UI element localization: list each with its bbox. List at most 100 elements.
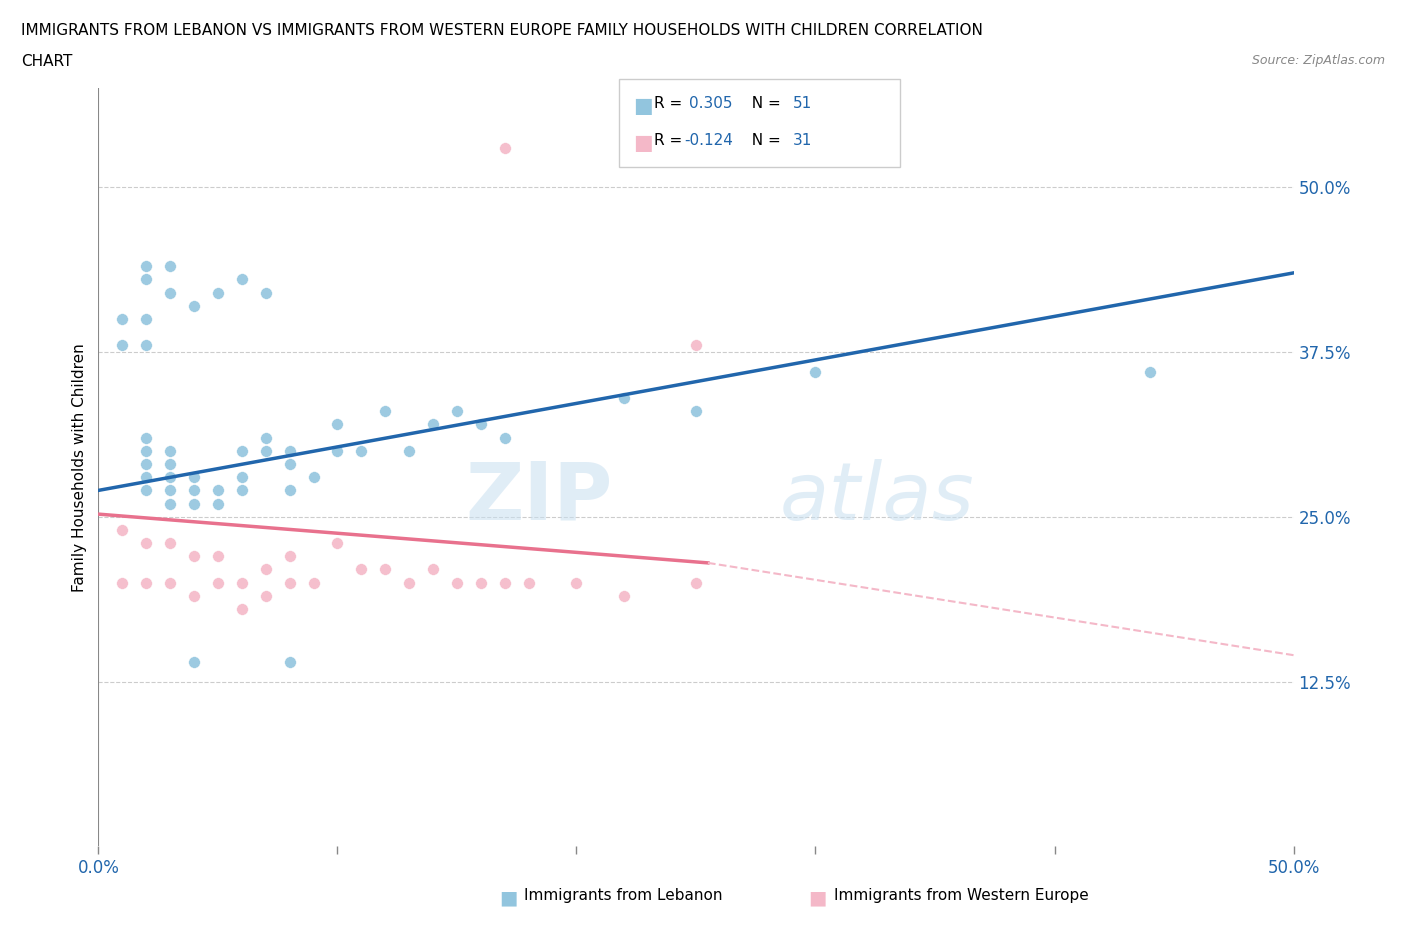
Point: [135, 338, 157, 352]
Point: [231, 576, 253, 591]
Text: 0.305: 0.305: [689, 96, 733, 111]
Point: [159, 444, 181, 458]
Point: [183, 470, 205, 485]
Point: [613, 391, 636, 405]
Point: [207, 496, 229, 511]
Point: [422, 417, 444, 432]
Point: [278, 576, 301, 591]
Point: [111, 312, 134, 326]
Point: [159, 470, 181, 485]
Point: [183, 549, 205, 564]
Text: Source: ZipAtlas.com: Source: ZipAtlas.com: [1251, 54, 1385, 67]
Point: [135, 576, 157, 591]
Text: R =: R =: [654, 96, 688, 111]
Point: [685, 338, 707, 352]
Point: [135, 272, 157, 287]
Text: Immigrants from Lebanon: Immigrants from Lebanon: [524, 888, 723, 903]
Point: [183, 299, 205, 313]
Point: [374, 404, 396, 418]
Point: [613, 589, 636, 604]
Point: [565, 576, 588, 591]
Point: [159, 259, 181, 273]
Point: [685, 404, 707, 418]
Point: [374, 562, 396, 577]
Point: [231, 444, 253, 458]
Point: [135, 457, 157, 472]
Point: [254, 589, 277, 604]
Point: [135, 312, 157, 326]
Point: [135, 444, 157, 458]
Y-axis label: Family Households with Children: Family Households with Children: [72, 343, 87, 591]
Point: [111, 338, 134, 352]
Text: IMMIGRANTS FROM LEBANON VS IMMIGRANTS FROM WESTERN EUROPE FAMILY HOUSEHOLDS WITH: IMMIGRANTS FROM LEBANON VS IMMIGRANTS FR…: [21, 23, 983, 38]
Point: [398, 444, 420, 458]
Point: [183, 589, 205, 604]
Point: [207, 549, 229, 564]
Point: [685, 576, 707, 591]
Point: [231, 470, 253, 485]
Point: [254, 444, 277, 458]
Point: [159, 576, 181, 591]
Text: 31: 31: [793, 133, 813, 148]
Point: [470, 576, 492, 591]
Point: [159, 536, 181, 551]
Text: atlas: atlas: [779, 458, 974, 537]
Point: [278, 444, 301, 458]
Point: [1139, 365, 1161, 379]
Point: [159, 483, 181, 498]
Point: [135, 259, 157, 273]
Text: N =: N =: [742, 133, 786, 148]
Text: ■: ■: [499, 888, 517, 907]
Point: [446, 404, 468, 418]
Point: [326, 444, 349, 458]
Point: [231, 272, 253, 287]
Point: [517, 576, 540, 591]
Point: [207, 483, 229, 498]
Point: [470, 417, 492, 432]
Point: [350, 562, 373, 577]
Text: ■: ■: [808, 888, 827, 907]
Text: ■: ■: [633, 133, 652, 153]
Point: [254, 286, 277, 300]
Point: [494, 140, 516, 155]
Text: ZIP: ZIP: [465, 458, 613, 537]
Text: -0.124: -0.124: [685, 133, 734, 148]
Point: [183, 655, 205, 670]
Point: [159, 496, 181, 511]
Point: [326, 536, 349, 551]
Point: [254, 562, 277, 577]
Point: [278, 483, 301, 498]
Point: [398, 576, 420, 591]
Point: [135, 536, 157, 551]
Point: [278, 655, 301, 670]
Point: [231, 483, 253, 498]
Point: [231, 602, 253, 617]
Point: [135, 483, 157, 498]
Point: [183, 483, 205, 498]
Text: Immigrants from Western Europe: Immigrants from Western Europe: [834, 888, 1088, 903]
Point: [159, 457, 181, 472]
Point: [422, 562, 444, 577]
Text: ■: ■: [633, 96, 652, 116]
Point: [494, 431, 516, 445]
Text: CHART: CHART: [21, 54, 73, 69]
Point: [254, 431, 277, 445]
Point: [278, 457, 301, 472]
Point: [135, 431, 157, 445]
Point: [111, 576, 134, 591]
Point: [446, 576, 468, 591]
Point: [159, 286, 181, 300]
Point: [207, 286, 229, 300]
Text: R =: R =: [654, 133, 688, 148]
Point: [111, 523, 134, 538]
Text: 51: 51: [793, 96, 813, 111]
Point: [350, 444, 373, 458]
Point: [302, 470, 325, 485]
Point: [804, 365, 827, 379]
Point: [183, 496, 205, 511]
Point: [302, 576, 325, 591]
Point: [494, 576, 516, 591]
Text: N =: N =: [742, 96, 786, 111]
Point: [135, 470, 157, 485]
Point: [207, 576, 229, 591]
